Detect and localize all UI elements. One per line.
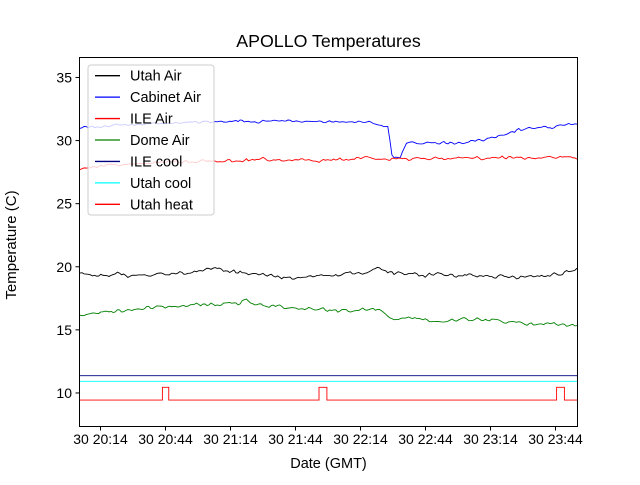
svg-text:Dome Air: Dome Air (130, 133, 190, 149)
svg-text:30 23:44: 30 23:44 (528, 431, 583, 447)
svg-text:30: 30 (56, 133, 72, 149)
svg-text:Utah Air: Utah Air (130, 69, 182, 85)
svg-text:ILE Air: ILE Air (130, 112, 173, 128)
svg-text:Cabinet Air: Cabinet Air (130, 90, 201, 106)
svg-text:30 23:14: 30 23:14 (463, 431, 518, 447)
svg-text:APOLLO Temperatures: APOLLO Temperatures (236, 31, 421, 51)
svg-text:Utah heat: Utah heat (130, 197, 193, 213)
svg-text:30 21:14: 30 21:14 (203, 431, 258, 447)
svg-text:Utah cool: Utah cool (130, 176, 191, 192)
svg-text:Date (GMT): Date (GMT) (290, 456, 367, 472)
svg-text:10: 10 (56, 385, 72, 401)
svg-text:ILE cool: ILE cool (130, 154, 182, 170)
svg-text:25: 25 (56, 196, 72, 212)
svg-text:30 21:44: 30 21:44 (268, 431, 323, 447)
svg-text:30 20:44: 30 20:44 (138, 431, 193, 447)
svg-text:20: 20 (56, 259, 72, 275)
svg-text:15: 15 (56, 322, 72, 338)
svg-text:30 20:14: 30 20:14 (73, 431, 128, 447)
svg-text:30 22:14: 30 22:14 (333, 431, 388, 447)
svg-text:Temperature (C): Temperature (C) (3, 190, 20, 299)
svg-text:30 22:44: 30 22:44 (398, 431, 453, 447)
svg-text:35: 35 (56, 69, 72, 85)
